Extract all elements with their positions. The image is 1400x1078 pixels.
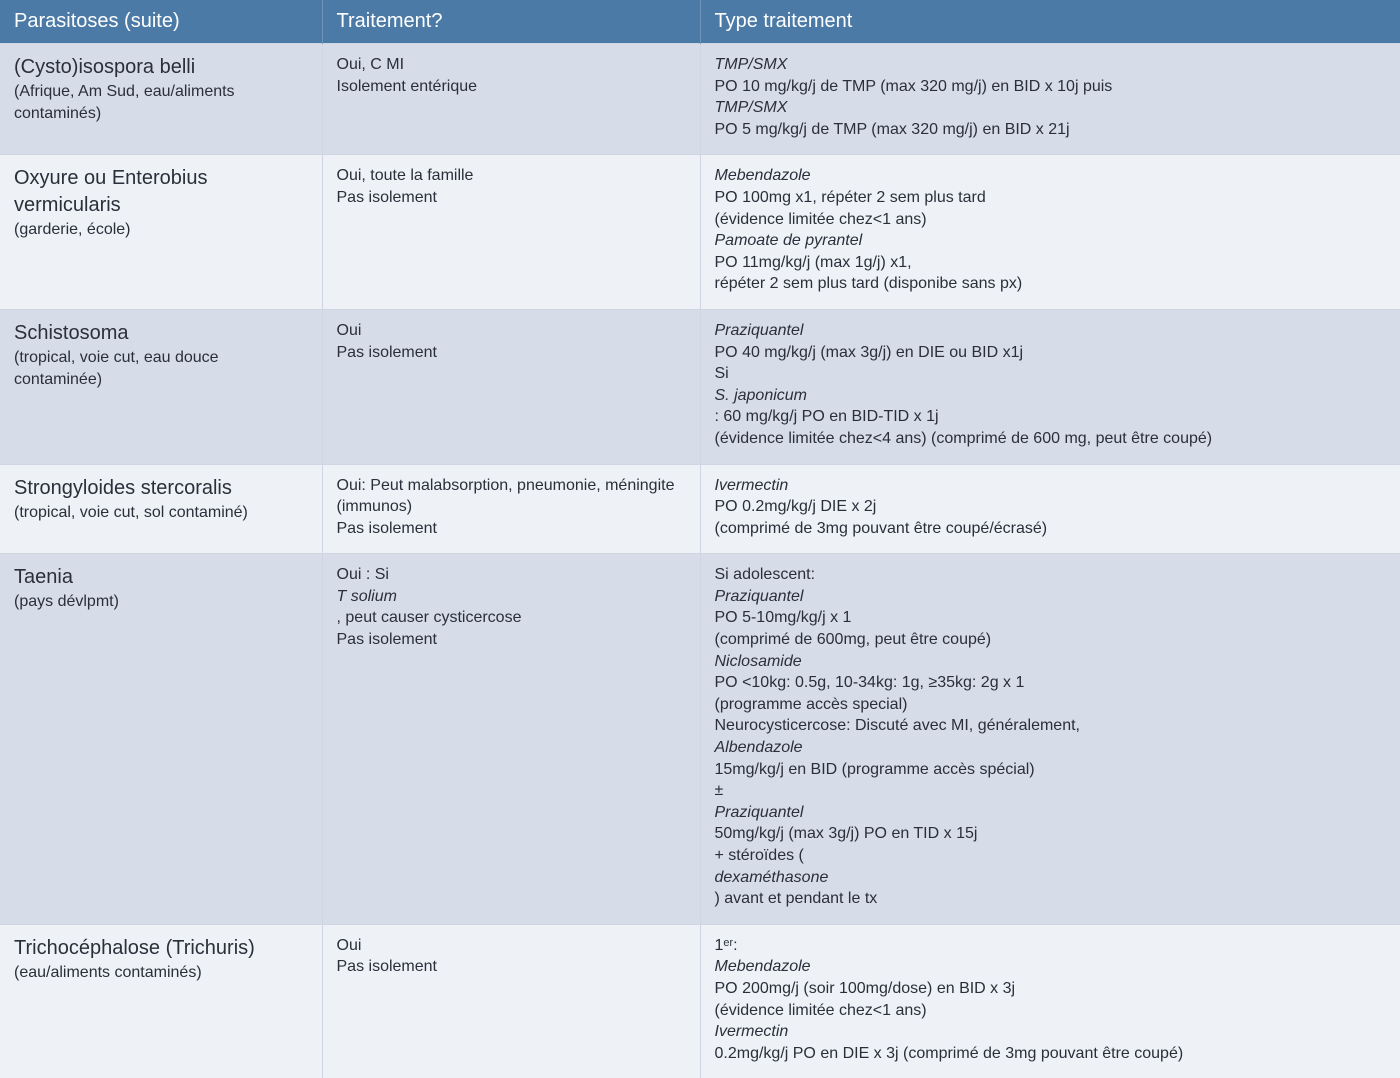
type-traitement-line: Ivermectin 0.2mg/kg/j PO en DIE x 3j (co… — [715, 1021, 1387, 1064]
traitement-q-line: Oui: Peut malabsorption, pneumonie, méni… — [337, 475, 686, 518]
type-traitement-line: (évidence limitée chez<1 ans) — [715, 209, 1387, 231]
parasitose-subtitle: (tropical, voie cut, sol contaminé) — [14, 502, 308, 524]
cell-parasitose-name: Taenia(pays dévlpmt) — [0, 554, 322, 925]
col-header-parasitoses: Parasitoses (suite) — [0, 0, 322, 44]
traitement-q-line: Pas isolement — [337, 629, 686, 651]
traitement-q-line: Oui — [337, 320, 686, 342]
type-traitement-line: + stéroïdes (dexaméthasone) avant et pen… — [715, 845, 1387, 910]
parasitose-subtitle: (Afrique, Am Sud, eau/aliments contaminé… — [14, 81, 308, 124]
table-row: Taenia(pays dévlpmt)Oui : Si T solium, p… — [0, 554, 1400, 925]
cell-type-traitement: Si adolescent: Praziquantel PO 5-10mg/kg… — [700, 554, 1400, 925]
type-traitement-line: TMP/SMX PO 5 mg/kg/j de TMP (max 320 mg/… — [715, 97, 1387, 140]
table-row: Oxyure ou Enterobius vermicularis(garder… — [0, 155, 1400, 310]
parasitose-subtitle: (garderie, école) — [14, 219, 308, 241]
type-traitement-line: Praziquantel PO 40 mg/kg/j (max 3g/j) en… — [715, 320, 1387, 363]
traitement-q-line: Isolement entérique — [337, 76, 686, 98]
col-header-traitement-q: Traitement? — [322, 0, 700, 44]
type-traitement-line: répéter 2 sem plus tard (disponibe sans … — [715, 273, 1387, 295]
cell-parasitose-name: Schistosoma(tropical, voie cut, eau douc… — [0, 309, 322, 464]
type-traitement-line: Ivermectin PO 0.2mg/kg/j DIE x 2j — [715, 475, 1387, 518]
traitement-q-line: Pas isolement — [337, 187, 686, 209]
parasitose-title: Oxyure ou Enterobius vermicularis — [14, 165, 308, 219]
type-traitement-line: 1ᵉʳ: Mebendazole PO 200mg/j (soir 100mg/… — [715, 935, 1387, 1000]
table-header-row: Parasitoses (suite) Traitement? Type tra… — [0, 0, 1400, 44]
table-row: Strongyloides stercoralis(tropical, voie… — [0, 464, 1400, 554]
parasitose-title: Schistosoma — [14, 320, 308, 347]
type-traitement-line: (évidence limitée chez<4 ans) (comprimé … — [715, 428, 1387, 450]
parasitose-title: Strongyloides stercoralis — [14, 475, 308, 502]
traitement-q-line: Pas isolement — [337, 342, 686, 364]
type-traitement-line: ±Praziquantel 50mg/kg/j (max 3g/j) PO en… — [715, 780, 1387, 845]
table-row: (Cysto)isospora belli(Afrique, Am Sud, e… — [0, 44, 1400, 155]
cell-traitement-q: OuiPas isolement — [322, 924, 700, 1078]
type-traitement-line: Si S. japonicum: 60 mg/kg/j PO en BID-TI… — [715, 363, 1387, 428]
col-header-type-traitement: Type traitement — [700, 0, 1400, 44]
cell-traitement-q: Oui, toute la famillePas isolement — [322, 155, 700, 310]
traitement-q-line: Pas isolement — [337, 956, 686, 978]
cell-type-traitement: TMP/SMX PO 10 mg/kg/j de TMP (max 320 mg… — [700, 44, 1400, 155]
cell-type-traitement: Ivermectin PO 0.2mg/kg/j DIE x 2j(compri… — [700, 464, 1400, 554]
type-traitement-line: Mebendazole PO 100mg x1, répéter 2 sem p… — [715, 165, 1387, 208]
table-row: Trichocéphalose (Trichuris)(eau/aliments… — [0, 924, 1400, 1078]
type-traitement-line: (comprimé de 3mg pouvant être coupé/écra… — [715, 518, 1387, 540]
cell-parasitose-name: (Cysto)isospora belli(Afrique, Am Sud, e… — [0, 44, 322, 155]
traitement-q-line: Oui : Si T solium, peut causer cysticerc… — [337, 564, 686, 629]
table-row: Schistosoma(tropical, voie cut, eau douc… — [0, 309, 1400, 464]
traitement-q-line: Oui, toute la famille — [337, 165, 686, 187]
cell-parasitose-name: Oxyure ou Enterobius vermicularis(garder… — [0, 155, 322, 310]
type-traitement-line: Niclosamide PO <10kg: 0.5g, 10-34kg: 1g,… — [715, 651, 1387, 694]
cell-traitement-q: Oui, C MIIsolement entérique — [322, 44, 700, 155]
cell-parasitose-name: Trichocéphalose (Trichuris)(eau/aliments… — [0, 924, 322, 1078]
parasitose-subtitle: (eau/aliments contaminés) — [14, 962, 308, 984]
type-traitement-line: (évidence limitée chez<1 ans) — [715, 1000, 1387, 1022]
cell-traitement-q: Oui : Si T solium, peut causer cysticerc… — [322, 554, 700, 925]
type-traitement-line: Neurocysticercose: Discuté avec MI, géné… — [715, 715, 1387, 737]
type-traitement-line: Albendazole 15mg/kg/j en BID (programme … — [715, 737, 1387, 780]
parasitose-subtitle: (pays dévlpmt) — [14, 591, 308, 613]
type-traitement-line: TMP/SMX PO 10 mg/kg/j de TMP (max 320 mg… — [715, 54, 1387, 97]
traitement-q-line: Oui, C MI — [337, 54, 686, 76]
cell-traitement-q: OuiPas isolement — [322, 309, 700, 464]
cell-parasitose-name: Strongyloides stercoralis(tropical, voie… — [0, 464, 322, 554]
traitement-q-line: Oui — [337, 935, 686, 957]
parasitose-title: (Cysto)isospora belli — [14, 54, 308, 81]
type-traitement-line: Pamoate de pyrantel PO 11mg/kg/j (max 1g… — [715, 230, 1387, 273]
type-traitement-line: Si adolescent: Praziquantel PO 5-10mg/kg… — [715, 564, 1387, 629]
cell-type-traitement: Mebendazole PO 100mg x1, répéter 2 sem p… — [700, 155, 1400, 310]
type-traitement-line: (comprimé de 600mg, peut être coupé) — [715, 629, 1387, 651]
cell-traitement-q: Oui: Peut malabsorption, pneumonie, méni… — [322, 464, 700, 554]
parasitose-title: Trichocéphalose (Trichuris) — [14, 935, 308, 962]
table-body: (Cysto)isospora belli(Afrique, Am Sud, e… — [0, 44, 1400, 1078]
parasitose-subtitle: (tropical, voie cut, eau douce contaminé… — [14, 347, 308, 390]
parasitoses-table: Parasitoses (suite) Traitement? Type tra… — [0, 0, 1400, 1078]
type-traitement-line: (programme accès special) — [715, 694, 1387, 716]
parasitose-title: Taenia — [14, 564, 308, 591]
cell-type-traitement: Praziquantel PO 40 mg/kg/j (max 3g/j) en… — [700, 309, 1400, 464]
traitement-q-line: Pas isolement — [337, 518, 686, 540]
cell-type-traitement: 1ᵉʳ: Mebendazole PO 200mg/j (soir 100mg/… — [700, 924, 1400, 1078]
